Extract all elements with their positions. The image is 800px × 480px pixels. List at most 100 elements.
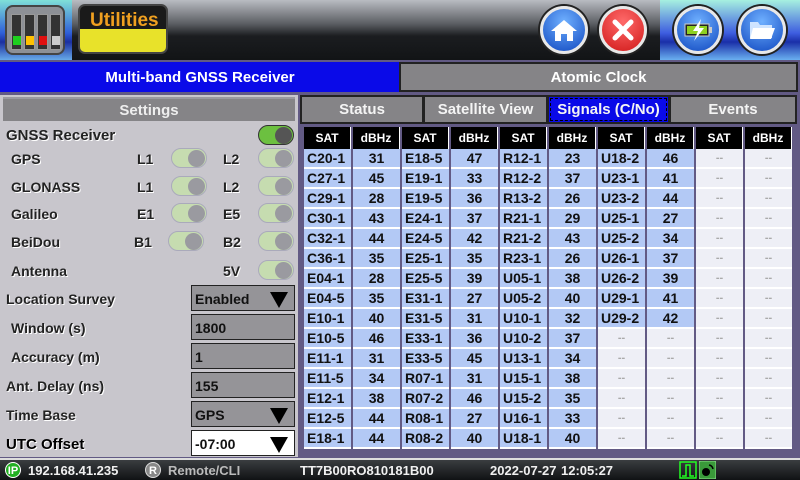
sat-cell: C32-1 xyxy=(304,229,351,249)
sat-cell: R07-1 xyxy=(402,369,449,389)
column-header-sat: SAT xyxy=(598,127,645,149)
dbhz-cell: 29 xyxy=(549,209,596,229)
sat-cell: R13-2 xyxy=(500,189,547,209)
beidou-b2-label: B2 xyxy=(223,234,241,250)
dbhz-cell: 45 xyxy=(353,169,400,189)
main-tabs: Multi-band GNSS Receiver Atomic Clock xyxy=(0,61,800,93)
home-button[interactable] xyxy=(540,6,588,54)
gps-l2-toggle[interactable] xyxy=(258,148,294,168)
empty-cell: -- xyxy=(745,369,792,389)
empty-cell: -- xyxy=(647,389,694,409)
location-survey-label: Location Survey xyxy=(6,291,115,307)
sat-cell: U25-1 xyxy=(598,209,645,229)
files-button[interactable] xyxy=(738,6,786,54)
empty-cell: -- xyxy=(745,169,792,189)
dbhz-cell: 37 xyxy=(549,329,596,349)
gps-l1-toggle[interactable] xyxy=(171,148,207,168)
sat-cell: C20-1 xyxy=(304,149,351,169)
glonass-l2-toggle[interactable] xyxy=(258,176,294,196)
gps-l1-label: L1 xyxy=(137,151,154,167)
galileo-e1-toggle[interactable] xyxy=(171,203,207,223)
sat-cell: R12-2 xyxy=(500,169,547,189)
sat-cell: E25-1 xyxy=(402,249,449,269)
empty-cell: -- xyxy=(696,309,743,329)
empty-cell: -- xyxy=(745,329,792,349)
sat-cell: E31-1 xyxy=(402,289,449,309)
gps-label: GPS xyxy=(11,151,41,167)
antenna-5v-toggle[interactable] xyxy=(258,260,294,280)
column-header-dbhz: dBHz xyxy=(549,127,596,149)
satellite-dish-icon[interactable] xyxy=(699,461,716,479)
tab-atomic-clock[interactable]: Atomic Clock xyxy=(399,62,798,92)
empty-cell: -- xyxy=(745,389,792,409)
column-header-sat: SAT xyxy=(696,127,743,149)
sat-cell: R21-2 xyxy=(500,229,547,249)
accuracy-input[interactable]: 1 xyxy=(191,343,295,369)
galileo-e1-label: E1 xyxy=(137,206,155,222)
empty-cell: -- xyxy=(745,229,792,249)
close-button[interactable] xyxy=(599,6,647,54)
dbhz-cell: 28 xyxy=(353,269,400,289)
table-row: C30-1 43 E24-1 37 R21-1 29 U25-1 27 -- -- xyxy=(304,209,792,229)
beidou-b2-toggle[interactable] xyxy=(258,231,294,251)
time-base-dropdown[interactable]: GPS xyxy=(191,401,295,427)
signal-pulse-icon[interactable] xyxy=(679,461,697,479)
table-row: E11-1 31 E33-5 45 U13-1 34 -- -- -- -- xyxy=(304,349,792,369)
column-header-sat: SAT xyxy=(304,127,351,149)
sat-cell: U05-1 xyxy=(500,269,547,289)
signals-panel: Status Satellite View Signals (C/No) Eve… xyxy=(300,95,797,457)
utc-offset-dropdown[interactable]: -07:00 xyxy=(191,430,295,456)
dbhz-cell: 34 xyxy=(353,369,400,389)
sat-cell: R08-1 xyxy=(402,409,449,429)
app-menu-button[interactable] xyxy=(0,0,72,60)
tab-status[interactable]: Status xyxy=(300,95,424,124)
empty-cell: -- xyxy=(696,369,743,389)
remote-status[interactable]: Remote/CLI xyxy=(168,463,241,478)
table-row: E10-1 40 E31-5 31 U10-1 32 U29-2 42 -- -- xyxy=(304,309,792,329)
dbhz-cell: 46 xyxy=(647,149,694,169)
power-button[interactable] xyxy=(674,6,722,54)
empty-cell: -- xyxy=(647,349,694,369)
tab-satellite-view[interactable]: Satellite View xyxy=(423,95,548,124)
sat-cell: U10-2 xyxy=(500,329,547,349)
beidou-b1-toggle[interactable] xyxy=(168,231,204,251)
dbhz-cell: 34 xyxy=(647,229,694,249)
ant-delay-input[interactable]: 155 xyxy=(191,372,295,398)
tab-signals[interactable]: Signals (C/No) xyxy=(547,95,670,124)
dbhz-cell: 39 xyxy=(451,269,498,289)
utilities-title[interactable]: Utilities xyxy=(78,4,168,54)
sat-cell: E12-5 xyxy=(304,409,351,429)
time-base-label: Time Base xyxy=(6,407,76,423)
antenna-label: Antenna xyxy=(11,263,67,279)
dbhz-cell: 43 xyxy=(549,229,596,249)
window-input[interactable]: 1800 xyxy=(191,314,295,340)
dbhz-cell: 38 xyxy=(549,269,596,289)
tab-events[interactable]: Events xyxy=(669,95,797,124)
table-row: C36-1 35 E25-1 35 R23-1 26 U26-1 37 -- -- xyxy=(304,249,792,269)
empty-cell: -- xyxy=(598,429,645,449)
glonass-l1-toggle[interactable] xyxy=(171,176,207,196)
sat-cell: R21-1 xyxy=(500,209,547,229)
sat-cell: R12-1 xyxy=(500,149,547,169)
empty-cell: -- xyxy=(696,249,743,269)
sat-cell: E18-5 xyxy=(402,149,449,169)
galileo-label: Galileo xyxy=(11,206,58,222)
sat-cell: E10-1 xyxy=(304,309,351,329)
time-base-value: GPS xyxy=(195,407,225,423)
gnss-receiver-toggle[interactable] xyxy=(258,125,294,145)
location-survey-dropdown[interactable]: Enabled xyxy=(191,285,295,311)
dbhz-cell: 33 xyxy=(451,169,498,189)
tab-multi-band-gnss-receiver[interactable]: Multi-band GNSS Receiver xyxy=(0,62,400,92)
chevron-down-icon xyxy=(270,408,288,424)
empty-cell: -- xyxy=(696,429,743,449)
empty-cell: -- xyxy=(745,349,792,369)
galileo-e5-toggle[interactable] xyxy=(258,203,294,223)
sat-cell: E11-1 xyxy=(304,349,351,369)
column-header-sat: SAT xyxy=(402,127,449,149)
accuracy-label: Accuracy (m) xyxy=(11,349,100,365)
dbhz-cell: 40 xyxy=(451,429,498,449)
dbhz-cell: 33 xyxy=(549,409,596,429)
empty-cell: -- xyxy=(745,189,792,209)
empty-cell: -- xyxy=(745,249,792,269)
empty-cell: -- xyxy=(647,429,694,449)
